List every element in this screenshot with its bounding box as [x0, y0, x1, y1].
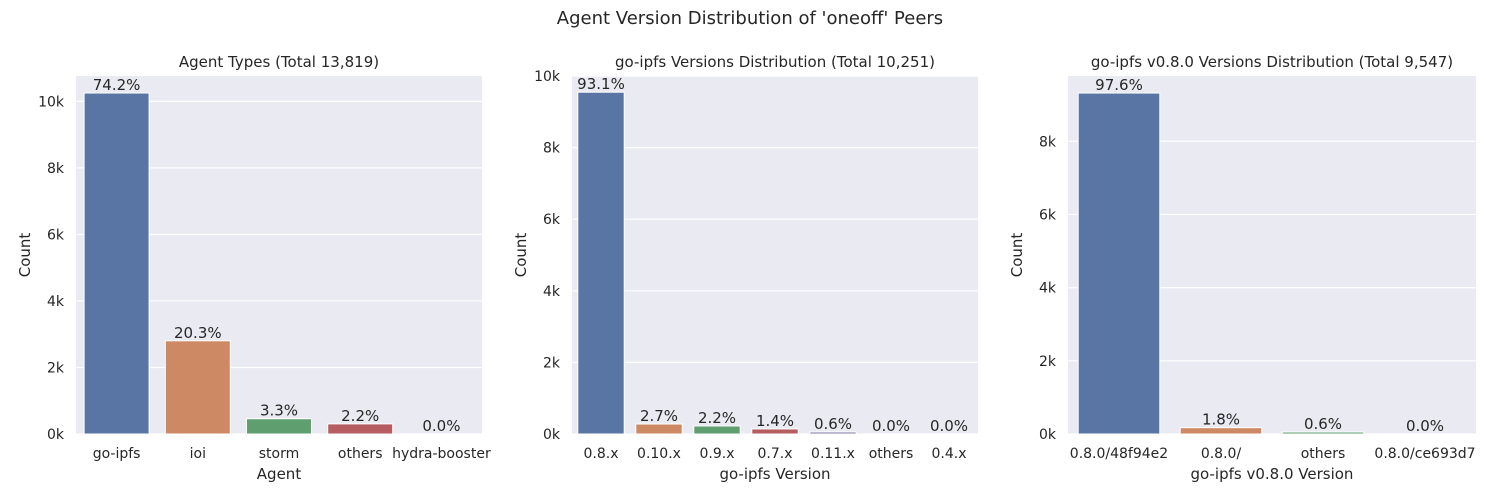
bar-0.10.x	[635, 423, 683, 435]
bar-0.11.x	[809, 431, 857, 435]
plot-background	[572, 76, 978, 434]
y-tick-label: 10k	[38, 94, 65, 110]
bar-value-label: 0.0%	[422, 417, 460, 435]
y-tick-label: 2k	[1039, 354, 1057, 370]
x-tick-label: 0.8.x	[584, 446, 619, 462]
chart-title: go-ipfs Versions Distribution (Total 10,…	[615, 53, 935, 71]
chart-panel-1: 0k 2k 4k 6k 8k 10k 74.2% go-ipfs 20.3% ioi 3.3% sto…	[16, 53, 491, 483]
x-tick-label: 0.7.x	[758, 446, 793, 462]
y-tick-label: 8k	[47, 161, 65, 177]
chart-panel-3: 0k 2k 4k 6k 8k 97.6% 0.8.0/48f94e2 1.8% 0.8.0/0.…	[1008, 53, 1476, 483]
bar-value-label: 97.6%	[1095, 76, 1143, 94]
x-tick-label: 0.8.0/	[1201, 446, 1242, 462]
bar-value-label: 74.2%	[93, 76, 141, 94]
figure-title: Agent Version Distribution of 'oneoff' P…	[557, 8, 943, 29]
bar-value-label: 3.3%	[260, 402, 298, 420]
y-tick-label: 0k	[47, 427, 65, 443]
x-tick-label: others	[1301, 446, 1346, 462]
y-axis-label: Count	[512, 233, 530, 278]
y-tick-label: 8k	[1039, 134, 1057, 150]
x-tick-label: 0.8.0/ce693d7	[1374, 446, 1475, 462]
bar-others	[327, 423, 394, 435]
chart-title: go-ipfs v0.8.0 Versions Distribution (To…	[1091, 53, 1453, 71]
bar-0.8.0/	[1179, 427, 1263, 435]
bar-value-label: 2.2%	[698, 409, 736, 427]
bar-value-label: 0.0%	[872, 417, 910, 435]
y-tick-label: 10k	[534, 69, 561, 85]
bar-value-label: 1.4%	[756, 412, 794, 430]
y-tick-label: 4k	[47, 294, 65, 310]
y-tick-label: 0k	[1039, 427, 1057, 443]
y-tick-label: 6k	[543, 212, 561, 228]
bar-0.7.x	[751, 428, 799, 435]
bar-value-label: 0.0%	[930, 417, 968, 435]
bar-value-label: 2.2%	[341, 407, 379, 425]
x-tick-label: hydra-booster	[392, 446, 491, 462]
x-tick-label: 0.11.x	[811, 446, 855, 462]
bar-value-label: 0.6%	[814, 415, 852, 433]
x-axis-label: go-ipfs Version	[719, 465, 830, 483]
bar-value-label: 20.3%	[174, 324, 222, 342]
bar-others	[1281, 431, 1365, 435]
y-tick-label: 6k	[1039, 207, 1057, 223]
bar-value-label: 2.7%	[640, 407, 678, 425]
y-tick-label: 2k	[47, 360, 65, 376]
bar-value-label: 93.1%	[577, 75, 625, 93]
y-tick-label: 2k	[543, 355, 561, 371]
y-tick-label: 4k	[1039, 281, 1057, 297]
x-tick-label: 0.8.0/48f94e2	[1070, 446, 1168, 462]
x-tick-label: go-ipfs	[93, 446, 141, 462]
bar-0.8.x	[577, 91, 625, 435]
x-tick-label: others	[338, 446, 383, 462]
bar-storm	[246, 418, 312, 435]
x-axis-label: go-ipfs v0.8.0 Version	[1191, 465, 1354, 483]
chart-title: Agent Types (Total 13,819)	[179, 53, 379, 71]
bar-go-ipfs	[83, 92, 150, 435]
y-axis-label: Count	[1008, 233, 1026, 278]
x-tick-label: 0.4.x	[932, 446, 967, 462]
x-tick-label: ioi	[190, 446, 206, 462]
y-tick-label: 8k	[543, 141, 561, 157]
x-tick-label: others	[869, 446, 914, 462]
bar-value-label: 0.6%	[1304, 415, 1342, 433]
x-tick-label: storm	[259, 446, 300, 462]
bar-value-label: 0.0%	[1406, 417, 1444, 435]
bar-0.8.0/48f94e2	[1077, 92, 1161, 435]
x-tick-label: 0.10.x	[637, 446, 681, 462]
chart-panel-2: 0k 2k 4k 6k 8k 10k 93.1% 0.8.x 2.7% 0.10.x 2.2% 0.9…	[512, 53, 978, 483]
bar-0.9.x	[693, 425, 741, 435]
bar-ioi	[164, 340, 231, 435]
y-tick-label: 4k	[543, 284, 561, 300]
y-tick-label: 6k	[47, 227, 65, 243]
x-axis-label: Agent	[257, 465, 302, 483]
y-tick-label: 0k	[543, 427, 561, 443]
y-axis-label: Count	[16, 233, 34, 278]
bar-value-label: 1.8%	[1202, 411, 1240, 429]
x-tick-label: 0.9.x	[700, 446, 735, 462]
